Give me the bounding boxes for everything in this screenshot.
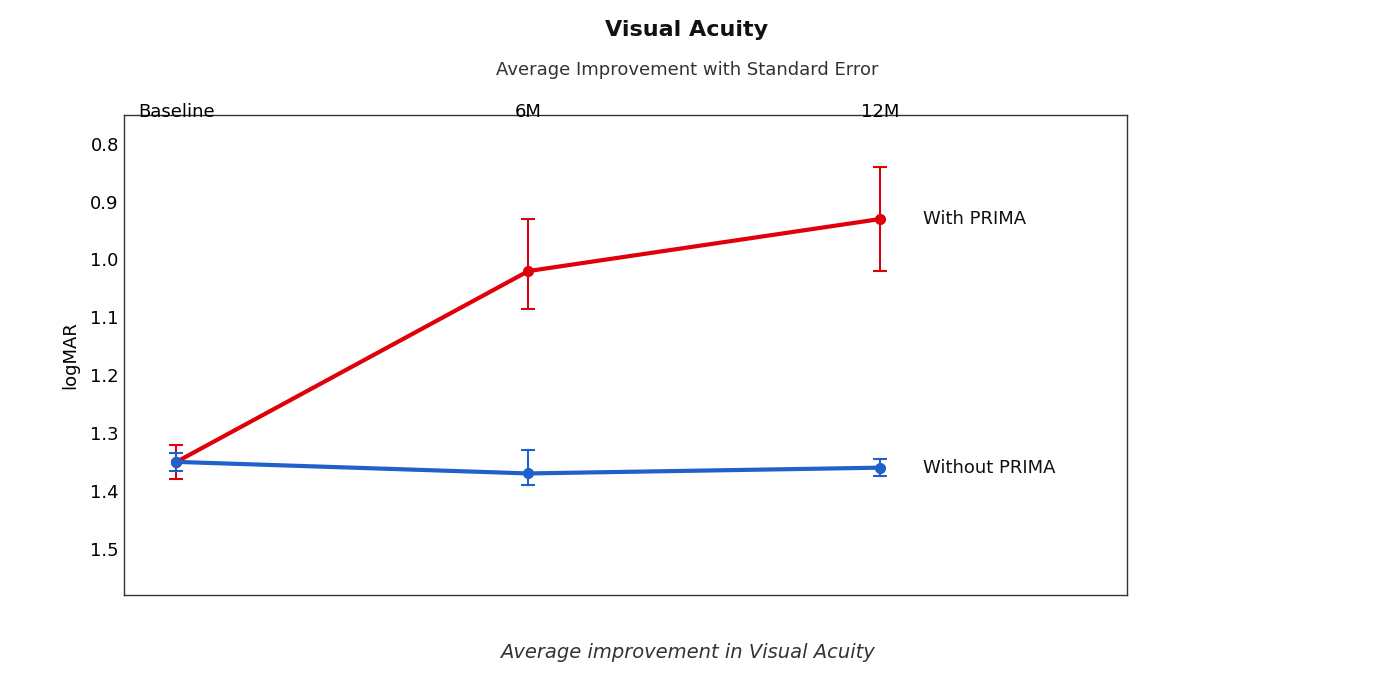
Text: 12M: 12M (861, 103, 900, 121)
Text: Baseline: Baseline (139, 103, 214, 121)
Text: With PRIMA: With PRIMA (922, 210, 1025, 228)
Text: Average improvement in Visual Acuity: Average improvement in Visual Acuity (500, 644, 874, 662)
Text: Without PRIMA: Without PRIMA (922, 458, 1055, 477)
Y-axis label: logMAR: logMAR (60, 321, 80, 389)
Text: Visual Acuity: Visual Acuity (606, 20, 768, 41)
Text: Average Improvement with Standard Error: Average Improvement with Standard Error (496, 61, 878, 79)
Text: 6M: 6M (515, 103, 541, 121)
